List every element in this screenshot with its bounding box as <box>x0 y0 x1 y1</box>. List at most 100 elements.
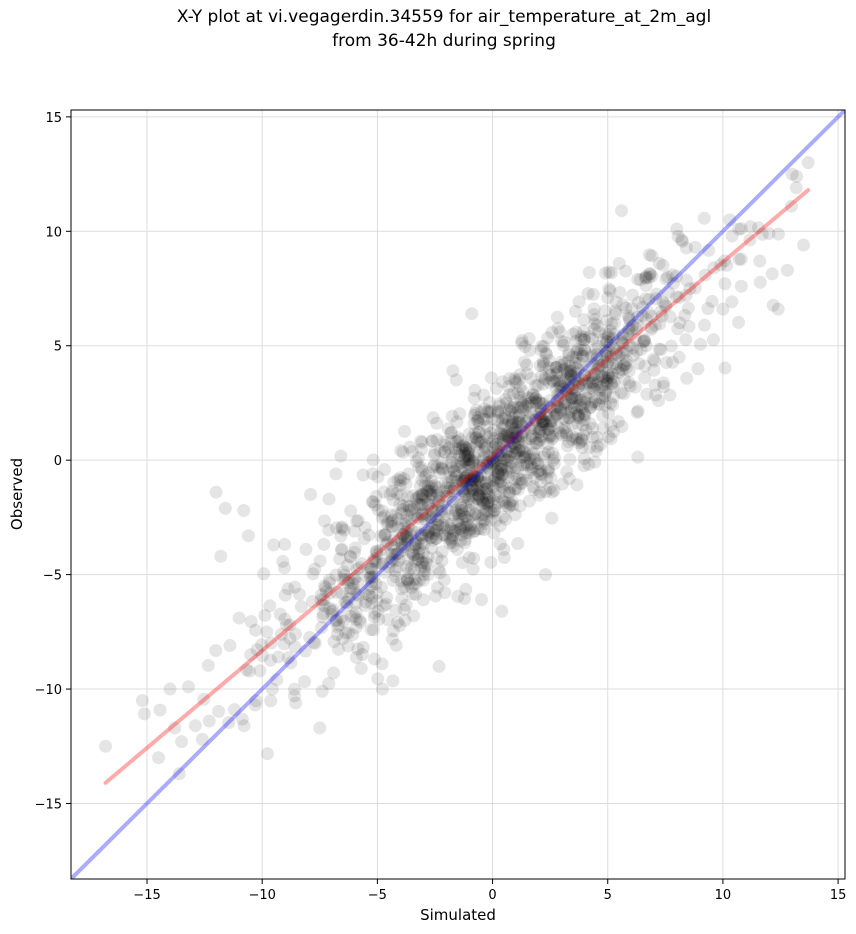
data-point <box>510 470 524 484</box>
data-point <box>555 334 569 348</box>
data-point <box>789 181 803 195</box>
data-point <box>565 417 579 431</box>
data-point <box>642 271 656 285</box>
data-point <box>561 379 575 393</box>
data-point <box>341 626 355 640</box>
data-point <box>503 481 517 495</box>
data-point <box>325 608 339 622</box>
data-point <box>422 528 436 542</box>
data-point <box>518 340 532 354</box>
data-point <box>586 430 600 444</box>
data-point <box>542 428 556 442</box>
data-point <box>647 363 661 377</box>
data-point <box>375 511 389 525</box>
data-point <box>485 457 499 471</box>
data-point <box>385 520 399 534</box>
data-point <box>656 295 670 309</box>
data-point <box>384 508 398 522</box>
data-point <box>655 309 669 323</box>
data-point <box>401 566 415 580</box>
data-point <box>453 497 467 511</box>
data-point <box>638 292 652 306</box>
data-point <box>397 539 411 553</box>
data-point <box>429 520 443 534</box>
data-point <box>656 258 670 272</box>
data-point <box>458 536 472 550</box>
data-point <box>460 468 474 482</box>
data-point <box>428 446 442 460</box>
data-point <box>544 471 558 485</box>
data-point <box>569 431 583 445</box>
data-point <box>576 349 590 363</box>
data-point <box>571 362 585 376</box>
data-point <box>766 298 780 312</box>
data-point <box>418 479 432 493</box>
data-point <box>592 398 606 412</box>
y-tick-label: 10 <box>45 225 62 240</box>
data-point <box>563 364 577 378</box>
data-point <box>523 422 537 436</box>
data-point <box>590 351 604 365</box>
data-point <box>478 441 492 455</box>
data-point <box>484 371 498 385</box>
data-point <box>341 592 355 606</box>
data-point <box>394 531 408 545</box>
data-point <box>753 254 767 268</box>
data-point <box>420 485 434 499</box>
data-point <box>491 467 505 481</box>
data-point <box>611 415 625 429</box>
data-point <box>477 523 491 537</box>
data-point <box>308 636 322 650</box>
data-point <box>393 618 407 632</box>
data-point <box>354 615 368 629</box>
data-point <box>346 577 360 591</box>
data-point <box>241 529 255 543</box>
data-point <box>489 437 503 451</box>
data-point <box>453 448 467 462</box>
data-point <box>486 474 500 488</box>
data-point <box>465 467 479 481</box>
data-point <box>496 430 510 444</box>
data-point <box>496 468 510 482</box>
data-point <box>603 323 617 337</box>
data-point <box>480 498 494 512</box>
data-point <box>625 323 639 337</box>
data-point <box>531 457 545 471</box>
data-point <box>432 494 446 508</box>
data-point <box>399 525 413 539</box>
data-point <box>550 374 564 388</box>
data-point <box>549 382 563 396</box>
data-point <box>619 301 633 315</box>
data-point <box>415 498 429 512</box>
data-point <box>585 395 599 409</box>
data-point <box>543 481 557 495</box>
data-point <box>725 229 739 243</box>
data-point <box>417 564 431 578</box>
data-point <box>547 375 561 389</box>
data-point <box>209 644 223 658</box>
data-point <box>367 570 381 584</box>
data-point <box>591 359 605 373</box>
data-point <box>569 366 583 380</box>
data-point <box>664 339 678 353</box>
data-point <box>418 523 432 537</box>
data-point <box>384 515 398 529</box>
data-point <box>405 581 419 595</box>
data-point <box>671 322 685 336</box>
data-point <box>539 346 553 360</box>
data-point <box>555 477 569 491</box>
data-point <box>498 428 512 442</box>
data-point <box>617 359 631 373</box>
data-point <box>570 478 584 492</box>
data-point <box>506 444 520 458</box>
data-point <box>496 411 510 425</box>
data-point <box>438 586 452 600</box>
data-point <box>529 396 543 410</box>
data-point <box>378 565 392 579</box>
data-point <box>479 482 493 496</box>
data-point <box>785 167 799 181</box>
data-point <box>359 595 373 609</box>
data-point <box>567 373 581 387</box>
data-point <box>590 431 604 445</box>
data-point <box>569 383 583 397</box>
